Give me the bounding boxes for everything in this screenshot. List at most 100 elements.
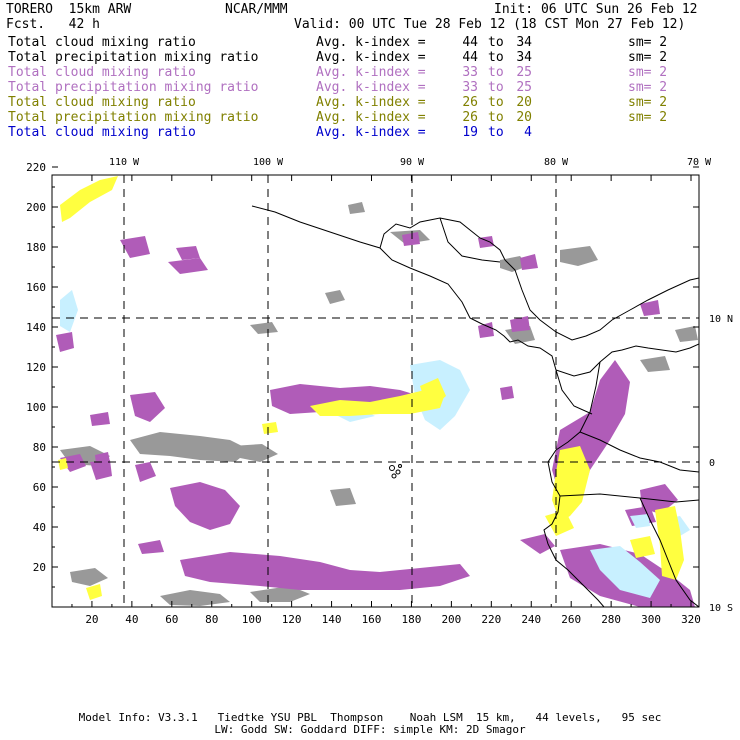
x-tick-label: 160 [362,613,382,626]
gray-cloud [675,326,698,342]
legend-range-start: 19 [462,125,478,140]
legend-range-end: 20 [516,95,532,110]
yellow-cloud [420,378,446,408]
yellow-cloud [630,536,655,558]
x-tick-label: 80 [205,613,218,626]
valid-time: Valid: 00 UTC Tue 28 Feb 12 (18 CST Mon … [294,17,686,32]
purple-cloud [176,246,200,260]
yellow-cloud [545,510,574,536]
purple-cloud [135,462,156,482]
legend-smoothing: sm= 2 [628,80,668,95]
yellow-cloud [552,446,590,522]
purple-cloud [60,454,86,472]
legend-range-to: to [488,35,504,50]
purple-cloud [520,534,555,554]
legend-range-end: 4 [524,125,532,140]
legend-field-name: Total cloud mixing ratio [8,35,196,50]
gray-cloud [70,568,108,586]
purple-cloud [170,482,240,530]
purple-cloud [640,300,660,316]
y-tick-label: 40 [33,521,46,534]
legend-row: Total precipitation mixing ratio Avg. k-i… [8,110,728,125]
yellow-field-layer [58,176,684,600]
gray-cloud [348,202,365,214]
legend-avg-label: Avg. k-index = [316,110,426,125]
gray-cloud [560,246,598,266]
legend-row: Total cloud mixing ratio Avg. k-index = 19… [8,125,728,140]
y-tick-label: 80 [33,441,46,454]
legend-range-end: 34 [516,50,532,65]
legend-range-end: 34 [516,35,532,50]
x-tick-label: 120 [282,613,302,626]
y-tick-label: 160 [26,281,46,294]
x-tick-label: 60 [165,613,178,626]
gray-cloud [250,586,310,602]
legend-row: Total cloud mixing ratio Avg. k-index = 26… [8,95,728,110]
y-tick-label: 140 [26,321,46,334]
yellow-cloud [655,506,684,580]
caribbean-coast [504,259,699,341]
legend-range-start: 44 [462,35,478,50]
yellow-cloud [86,584,102,600]
legend-avg-label: Avg. k-index = [316,95,426,110]
purple-cloud [138,540,164,554]
border-line [555,369,593,415]
legend-range-end: 25 [516,65,532,80]
cloud-fields [56,176,698,607]
x-tick-label: 40 [125,613,138,626]
legend-range-to: to [488,65,504,80]
lightblue-cloud [60,290,78,332]
legend-range-start: 33 [462,80,478,95]
y-tick-label: 100 [26,401,46,414]
x-tick-label: 320 [681,613,701,626]
x-tick-label: 200 [441,613,461,626]
lightblue-cloud [590,546,660,598]
border-line [439,217,501,263]
gray-cloud [250,322,278,334]
purple-cloud [95,452,110,464]
legend-smoothing: sm= 2 [628,65,668,80]
lightblue-cloud [630,514,650,528]
y-tick-label: 120 [26,361,46,374]
legend-row: Total precipitation mixing ratio Avg. k-i… [8,80,728,95]
legend-avg-label: Avg. k-index = [316,80,426,95]
border-line [639,497,699,607]
y-tick-label: 180 [26,241,46,254]
purple-cloud [180,552,470,590]
legend-range-start: 26 [462,95,478,110]
gray-cloud [330,488,356,506]
legend-field-name: Total cloud mixing ratio [8,65,196,80]
x-tick-label: 140 [322,613,342,626]
border-line [579,431,699,473]
legend-avg-label: Avg. k-index = [316,50,426,65]
model-title: TORERO 15km ARW [6,2,132,17]
model-info-line2: LW: Godd SW: Goddard DIFF: simple KM: 2D… [214,723,526,736]
gray-field-layer [60,202,698,606]
legend-range-to: to [488,80,504,95]
x-tick-label: 100 [242,613,262,626]
x-tick-label: 260 [561,613,581,626]
purple-cloud [500,386,514,400]
yellow-cloud [60,176,118,222]
x-tick-label: 180 [402,613,422,626]
legend-smoothing: sm= 2 [628,35,668,50]
legend-range-end: 20 [516,110,532,125]
legend-field-name: Total precipitation mixing ratio [8,110,259,125]
purple-cloud [168,258,208,274]
init-time: Init: 06 UTC Sun 26 Feb 12 [494,2,698,17]
forecast-map: 20 40 60 80 100 120 140 160 180 200 220 240 260 280 30… [26,157,733,626]
map-frame [51,174,700,608]
legend-field-name: Total precipitation mixing ratio [8,50,259,65]
gray-cloud [325,290,345,304]
y-tick-label: 220 [26,161,46,174]
purple-cloud [478,322,494,338]
legend-range-to: to [488,125,504,140]
y-tick-label: 60 [33,481,46,494]
longitude-label: 100 W [253,157,284,168]
longitude-label: 70 W [687,157,712,168]
purple-cloud [90,412,110,426]
y-tick-label: 200 [26,201,46,214]
latitude-label: 10 S [709,603,733,614]
latitude-label: 0 [709,458,715,469]
purple-cloud [120,236,150,258]
